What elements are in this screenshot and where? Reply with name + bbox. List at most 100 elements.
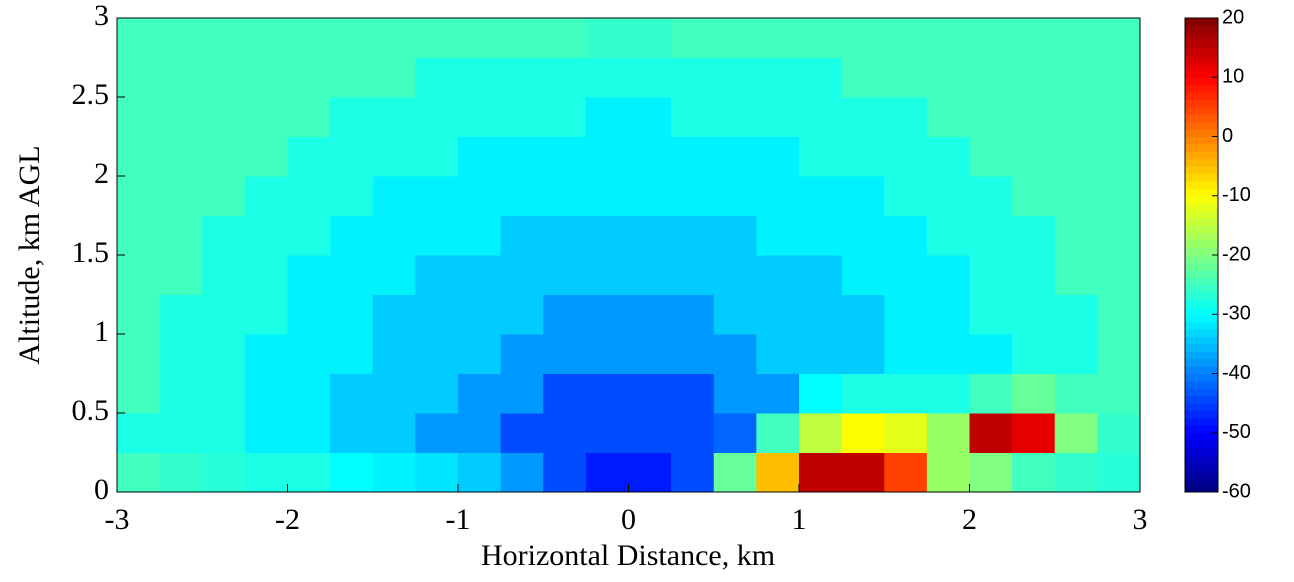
colorbar-swatch [1185,440,1218,449]
heat-cell [202,57,246,98]
heat-cell [202,413,246,453]
heat-cell [628,18,672,58]
colorbar-swatch [1185,136,1218,145]
heat-cell [202,176,246,216]
heat-cell [117,373,161,414]
heat-cell [1012,18,1056,58]
heat-cell [372,334,416,374]
heat-cell [543,18,587,58]
heat-cell [1012,57,1056,98]
heat-cell [713,334,757,374]
heat-cell [1012,413,1056,453]
heat-cell [117,215,161,256]
heat-cell [543,57,587,98]
heat-cell [1012,136,1056,177]
colorbar-swatch [1185,69,1218,78]
heat-cell [415,255,459,295]
heat-cell [628,57,672,98]
colorbar-swatch [1185,225,1218,234]
heat-cell [756,57,800,98]
heat-cell [1097,294,1141,335]
colorbar-swatch [1185,395,1218,404]
colorbar-tick-label: -50 [1222,421,1251,443]
heat-cell [628,452,672,493]
heat-cell [1054,176,1098,216]
heat-cell [799,255,843,295]
heat-cell [415,294,459,335]
colorbar-swatch [1185,173,1218,182]
heat-cell [671,413,715,453]
heat-cell [372,255,416,295]
heat-cell [1097,452,1141,493]
heat-cell [159,176,203,216]
colorbar-swatch [1185,92,1218,100]
colorbar-swatch [1185,462,1218,471]
heat-cell [159,215,203,256]
heat-cell [585,452,629,493]
colorbar-swatch [1185,351,1218,360]
heat-cell [244,57,288,98]
colorbar-swatch [1185,358,1218,367]
heat-cell [585,334,629,374]
heat-cell [671,18,715,58]
heat-cell [926,334,970,374]
heat-cell [884,413,928,453]
heat-cell [1054,452,1098,493]
heat-cell [372,176,416,216]
heat-cell [585,57,629,98]
heat-cell [244,18,288,58]
heat-cell [159,413,203,453]
x-tick-label: -3 [105,503,130,536]
heat-cell [1097,215,1141,256]
heat-cell [1054,97,1098,137]
colorbar-swatch [1185,321,1218,330]
heat-cell [159,57,203,98]
heat-cell [1097,373,1141,414]
heat-cell [500,18,544,58]
heat-cell [713,176,757,216]
heat-cell [713,413,757,453]
heat-cell [756,294,800,335]
heat-cell [244,373,288,414]
heat-cell [841,373,885,414]
heat-cell [415,97,459,137]
heat-cell [159,334,203,374]
colorbar-swatch [1185,55,1218,63]
heat-cell [628,413,672,453]
heat-cell [926,452,970,493]
colorbar-swatch [1185,469,1218,478]
heat-cell [585,18,629,58]
heat-cell [1054,373,1098,414]
heat-cell [585,255,629,295]
heat-cell [713,136,757,177]
colorbar-swatch [1185,18,1218,26]
colorbar-swatch [1185,292,1218,300]
heat-cell [117,255,161,295]
colorbar: -60 -50 -40 -30 -20 -10 0 10 20 [1184,6,1251,502]
x-tick-label: 1 [792,503,807,536]
heat-cell [117,136,161,177]
heat-cell [202,215,246,256]
heat-cell [969,373,1013,414]
colorbar-swatch [1185,188,1218,197]
heat-cell [330,373,374,414]
heat-cell [841,255,885,295]
colorbar-swatch [1185,47,1218,56]
heat-cell [969,136,1013,177]
colorbar-swatch [1185,203,1218,212]
heat-cell [458,18,502,58]
heat-cell [117,57,161,98]
heat-cell [372,373,416,414]
heat-cell [415,373,459,414]
y-tick-label: 1 [94,315,109,348]
heat-cell [884,255,928,295]
heat-cell [244,413,288,453]
heat-cell [969,413,1013,453]
colorbar-swatch [1185,388,1218,397]
y-axis-label: Altitude, km AGL [13,145,46,364]
heat-cell [500,452,544,493]
heat-cell [287,294,331,335]
colorbar-swatch [1185,255,1218,263]
heat-cell [926,373,970,414]
x-tick-label: -2 [275,503,300,536]
